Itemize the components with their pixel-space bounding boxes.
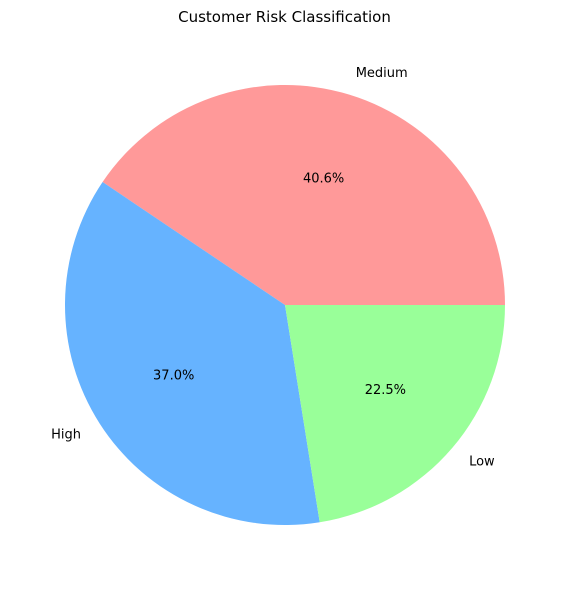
pie-slice-medium (102, 84, 505, 306)
pct-label-low: 22.5% (365, 383, 406, 398)
pct-label-medium: 40.6% (303, 171, 344, 186)
slice-label-high: High (51, 428, 81, 443)
slice-label-medium: Medium (356, 66, 408, 81)
chart-title: Customer Risk Classification (178, 8, 391, 26)
pie-slice-low (285, 305, 505, 523)
slice-label-low: Low (469, 455, 495, 470)
labels-layer: 40.6% Medium 37.0% High 22.5% Low (51, 66, 495, 469)
slices-layer (64, 84, 505, 525)
pie-slice-high (64, 182, 320, 525)
pct-label-high: 37.0% (153, 369, 194, 384)
